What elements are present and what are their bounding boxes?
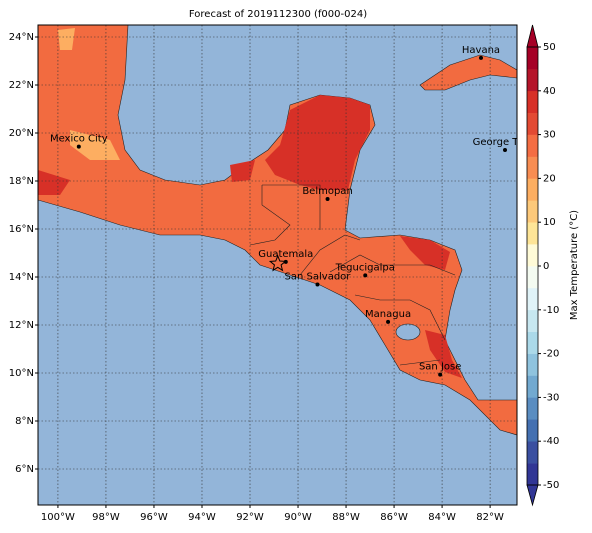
map-title: Forecast of 2019112300 (f000-024) — [189, 9, 367, 20]
colorbar-band — [527, 309, 538, 332]
colorbar-band — [527, 441, 538, 464]
x-tick-label: 90°W — [284, 512, 312, 523]
colorbar-tick-label: 30 — [543, 130, 556, 141]
colorbar-band — [527, 331, 538, 354]
colorbar-label: Max Temperature (°C) — [569, 210, 580, 320]
colorbar-band — [527, 134, 538, 157]
y-tick-label: 8°N — [15, 416, 34, 427]
colorbar-band — [527, 463, 538, 486]
y-tick-label: 16°N — [9, 224, 34, 235]
city-dot — [386, 319, 391, 324]
x-tick-label: 98°W — [92, 512, 120, 523]
colorbar-tick-label: 40 — [543, 86, 556, 97]
colorbar-band — [527, 353, 538, 376]
map-frame — [37, 24, 518, 506]
colorbar-tick-label: -30 — [543, 392, 559, 403]
colorbar-tick-label: -50 — [543, 480, 559, 491]
colorbar-band — [527, 266, 538, 289]
colorbar-tick-label: -20 — [543, 349, 559, 360]
x-tick-label: 88°W — [332, 512, 360, 523]
city-label: Havana — [462, 45, 500, 56]
y-tick-label: 20°N — [9, 128, 34, 139]
y-tick-label: 6°N — [15, 464, 34, 475]
city-dot — [502, 148, 507, 153]
colorbar-band — [527, 287, 538, 311]
city-label: San Jose — [419, 362, 461, 373]
colorbar-extend-bottom — [526, 484, 539, 507]
x-tick-label: 82°W — [476, 512, 504, 523]
city-dot — [76, 144, 81, 149]
x-tick-label: 94°W — [188, 512, 216, 523]
city-dot — [315, 282, 320, 287]
colorbar-band — [527, 200, 538, 223]
city-label: Tegucigalpa — [335, 262, 395, 273]
colorbar-band — [527, 68, 538, 92]
colorbar-tick-label: -40 — [543, 436, 559, 447]
y-tick-label: 22°N — [9, 80, 34, 91]
city-dot — [363, 273, 368, 278]
colorbar-band — [527, 156, 538, 179]
colorbar-extend-top — [526, 24, 539, 48]
cities: Havana Mexico City George Town Belmopan Guat… — [50, 45, 538, 377]
y-tick-label: 12°N — [9, 320, 34, 331]
city-dot — [283, 259, 288, 264]
x-tick-label: 92°W — [236, 512, 264, 523]
x-tick-label: 96°W — [140, 512, 168, 523]
colorbar-band — [527, 222, 538, 245]
graticule — [38, 25, 517, 505]
x-tick-label: 84°W — [428, 512, 456, 523]
city-dot — [478, 55, 483, 60]
colorbar-band — [527, 419, 538, 442]
colorbar-tick-label: 0 — [543, 261, 549, 272]
city-label: Mexico City — [50, 134, 108, 145]
colorbar-band — [527, 90, 538, 113]
colorbar-tick-label: 10 — [543, 217, 556, 228]
colorbar-tick-label: 50 — [543, 42, 556, 53]
colorbar-tick-label: -10 — [543, 305, 559, 316]
colorbar-band — [527, 244, 538, 267]
city-label: Managua — [365, 309, 411, 320]
city-label: Guatemala — [258, 249, 313, 260]
y-tick-label: 24°N — [9, 32, 34, 43]
y-tick-label: 14°N — [9, 272, 34, 283]
city-label: Belmopan — [302, 186, 352, 197]
y-tick-label: 10°N — [9, 368, 34, 379]
y-tick-label: 18°N — [9, 176, 34, 187]
colorbar-band — [527, 47, 538, 70]
colorbar-band — [527, 375, 538, 398]
colorbar-band — [527, 112, 538, 135]
city-dot — [325, 197, 330, 201]
x-tick-label: 86°W — [380, 512, 408, 523]
capital-star — [268, 254, 287, 272]
colorbar-band — [527, 397, 538, 420]
land — [38, 25, 517, 436]
colorbar-band — [527, 178, 538, 201]
city-label: George Town — [473, 137, 538, 148]
colorbar: -50 -40 -30 -20 -10 0 10 20 30 40 50 — [526, 24, 559, 507]
city-dot — [438, 372, 443, 377]
x-tick-label: 100°W — [41, 512, 75, 523]
city-label: San Salvador — [285, 271, 352, 282]
colorbar-tick-label: 20 — [543, 173, 556, 184]
